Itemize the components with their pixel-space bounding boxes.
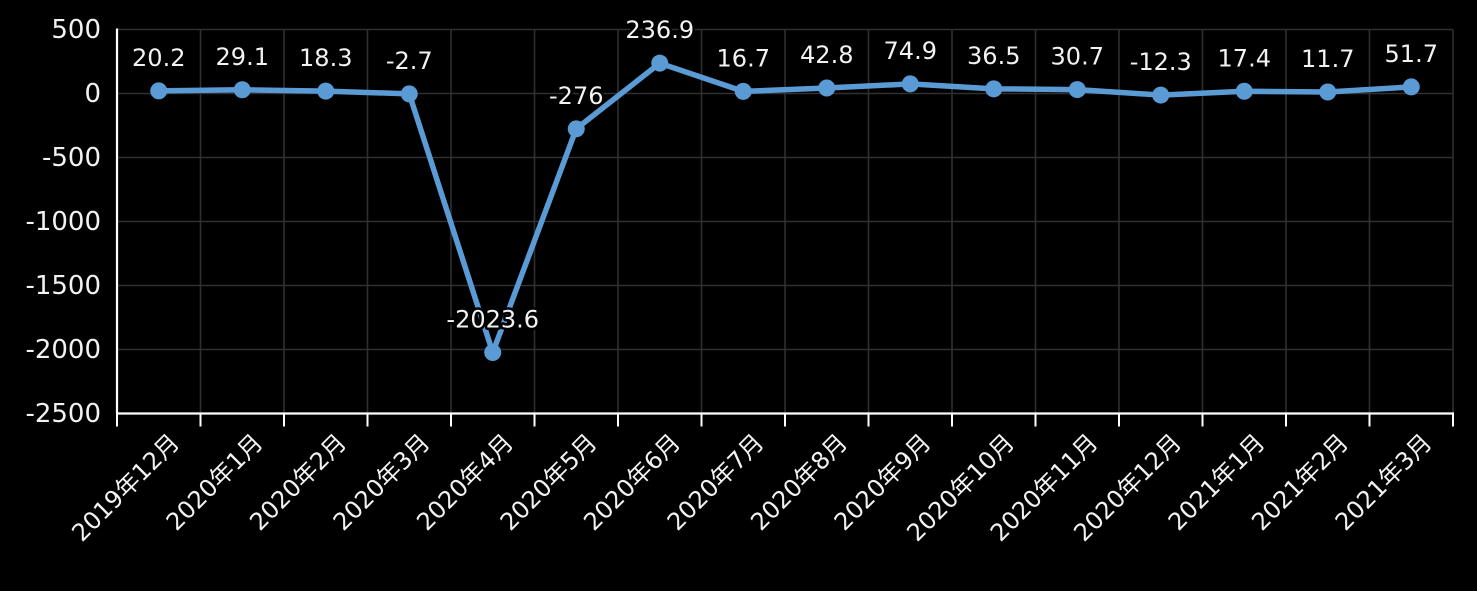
- y-tick-label: -2000: [25, 335, 101, 365]
- data-point: [400, 85, 418, 103]
- data-point: [818, 79, 836, 97]
- data-point: [1319, 83, 1337, 101]
- data-point: [1402, 78, 1420, 96]
- data-point-label: 236.9: [625, 16, 694, 44]
- data-point-label: -2023.6: [446, 306, 539, 334]
- data-point: [1235, 82, 1253, 100]
- data-point-label: -2.7: [386, 47, 433, 75]
- data-point-label: -276: [549, 82, 603, 110]
- data-point-label: 11.7: [1301, 45, 1354, 73]
- series-line: [156, 60, 1414, 356]
- data-point: [317, 82, 335, 100]
- data-point-label: 29.1: [216, 43, 269, 71]
- y-tick-label: 0: [84, 79, 101, 109]
- data-point-label: 30.7: [1051, 43, 1104, 71]
- data-point-label: 51.7: [1385, 40, 1438, 68]
- data-labels: 20.2 29.1 18.3 -2.7 -2023.6 -276 236.9 16.7 42.8…: [130, 14, 1441, 336]
- data-point-label: 74.9: [884, 37, 937, 65]
- y-tick-label: -500: [42, 143, 101, 173]
- data-point: [651, 54, 669, 72]
- y-tick-label: -2500: [25, 399, 101, 429]
- y-tick-label: -1000: [25, 207, 101, 237]
- data-point-label: 36.5: [967, 42, 1020, 70]
- x-tick-labels: 2019年12月2020年1月2020年2月2020年3月2020年4月2020…: [64, 426, 1439, 549]
- y-tick-label: 500: [51, 15, 101, 45]
- data-point-label: 20.2: [132, 44, 185, 72]
- data-point: [985, 80, 1003, 98]
- data-point: [1152, 86, 1170, 104]
- y-tick-labels: 500 0 -500 -1000 -1500 -2000 -2500: [25, 15, 101, 429]
- data-point-label: 18.3: [299, 44, 352, 72]
- data-point: [484, 344, 502, 362]
- gridlines: [117, 28, 1454, 415]
- data-point-label: 16.7: [717, 44, 770, 72]
- y-tick-label: -1500: [25, 271, 101, 301]
- data-point: [233, 81, 251, 99]
- axes: [115, 28, 1454, 427]
- data-point: [1068, 81, 1086, 99]
- data-point-label: -12.3: [1130, 48, 1192, 76]
- data-point-label: 42.8: [800, 41, 853, 69]
- data-point: [150, 82, 168, 100]
- data-point: [734, 82, 752, 100]
- data-point: [567, 120, 585, 138]
- data-point: [901, 75, 919, 93]
- x-tick-label: 2019年12月: [66, 428, 185, 547]
- data-point-label: 17.4: [1218, 44, 1271, 72]
- data-points: [150, 54, 1420, 362]
